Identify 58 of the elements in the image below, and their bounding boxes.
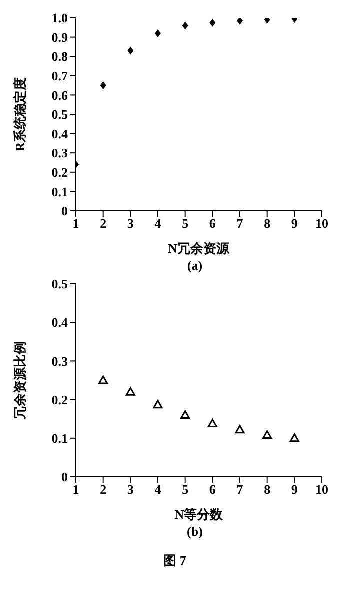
y-tick-label: 0.5: [52, 276, 68, 292]
x-tick-label: 2: [100, 216, 107, 232]
point: [155, 29, 161, 38]
x-tick-label: 4: [154, 482, 162, 498]
x-tick-label: 5: [182, 216, 190, 232]
y-tick-label: 0: [62, 470, 68, 485]
point: [98, 376, 108, 384]
y-axis-title: R系统稳定度: [12, 77, 28, 152]
y-tick-label: 0: [62, 204, 68, 219]
text: (b): [186, 524, 204, 540]
point: [180, 410, 190, 419]
y-tick-label: 0.7: [52, 68, 68, 84]
x-tick-label: 6: [209, 482, 216, 498]
x-tick-label: 2: [100, 482, 107, 498]
y-tick-label: 0.4: [52, 315, 68, 330]
point: [128, 46, 134, 55]
point: [182, 22, 188, 30]
x-tick-label: 1: [72, 216, 80, 232]
x-tick-label: 5: [182, 482, 190, 498]
caption: 图 7: [162, 552, 188, 570]
y-tick-label: 0.5: [52, 107, 68, 122]
y-tick-label: 0.3: [52, 354, 68, 369]
x-tick-label: 4: [154, 216, 162, 232]
point: [210, 18, 216, 27]
x-tick-label: 9: [291, 482, 298, 498]
point: [100, 82, 106, 90]
point: [208, 418, 218, 428]
x-tick-label: 3: [127, 482, 134, 498]
x-tick-label: 10: [316, 482, 328, 498]
x-tick-label: 6: [209, 216, 216, 232]
x-tick-label: 8: [264, 482, 272, 498]
point: [235, 425, 245, 434]
x-axis-title: N等分数: [174, 507, 224, 522]
point: [153, 400, 163, 409]
point: [262, 430, 272, 440]
y-tick-label: 0.4: [52, 126, 68, 142]
x-tick-label: 1: [72, 482, 80, 498]
y-tick-label: 0.6: [52, 88, 68, 103]
x-tick-label: 7: [236, 482, 244, 498]
x-tick-label: 10: [316, 216, 328, 232]
point: [126, 387, 136, 396]
y-axis-title: 冗余资源比例: [12, 342, 28, 420]
x-tick-label: 9: [291, 216, 298, 232]
y-tick-label: 1.0: [52, 10, 68, 26]
y-tick-label: 0.2: [52, 392, 68, 408]
y-tick-label: 0.3: [52, 146, 68, 161]
x-tick-label: 3: [127, 216, 134, 232]
x-tick-label: 8: [264, 216, 272, 232]
x-tick-label: 7: [236, 216, 244, 232]
x-axis-title: N冗余资源: [168, 241, 231, 256]
point: [237, 18, 243, 25]
text: (a): [186, 258, 204, 274]
y-tick-label: 0.2: [52, 165, 68, 180]
point: [290, 434, 300, 442]
y-tick-label: 0.1: [52, 184, 68, 200]
y-tick-label: 0.1: [52, 431, 68, 446]
y-tick-label: 0.8: [52, 49, 68, 64]
y-tick-label: 0.9: [52, 30, 68, 45]
